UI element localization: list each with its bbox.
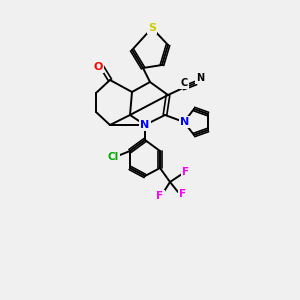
Text: S: S (148, 23, 156, 33)
Text: O: O (93, 62, 103, 72)
Text: Cl: Cl (107, 152, 118, 162)
Text: N: N (140, 120, 150, 130)
Text: F: F (179, 189, 187, 199)
Text: N: N (196, 73, 204, 83)
Text: N: N (180, 117, 190, 127)
Text: C: C (180, 78, 188, 88)
Text: F: F (156, 191, 164, 201)
Text: F: F (182, 167, 190, 177)
